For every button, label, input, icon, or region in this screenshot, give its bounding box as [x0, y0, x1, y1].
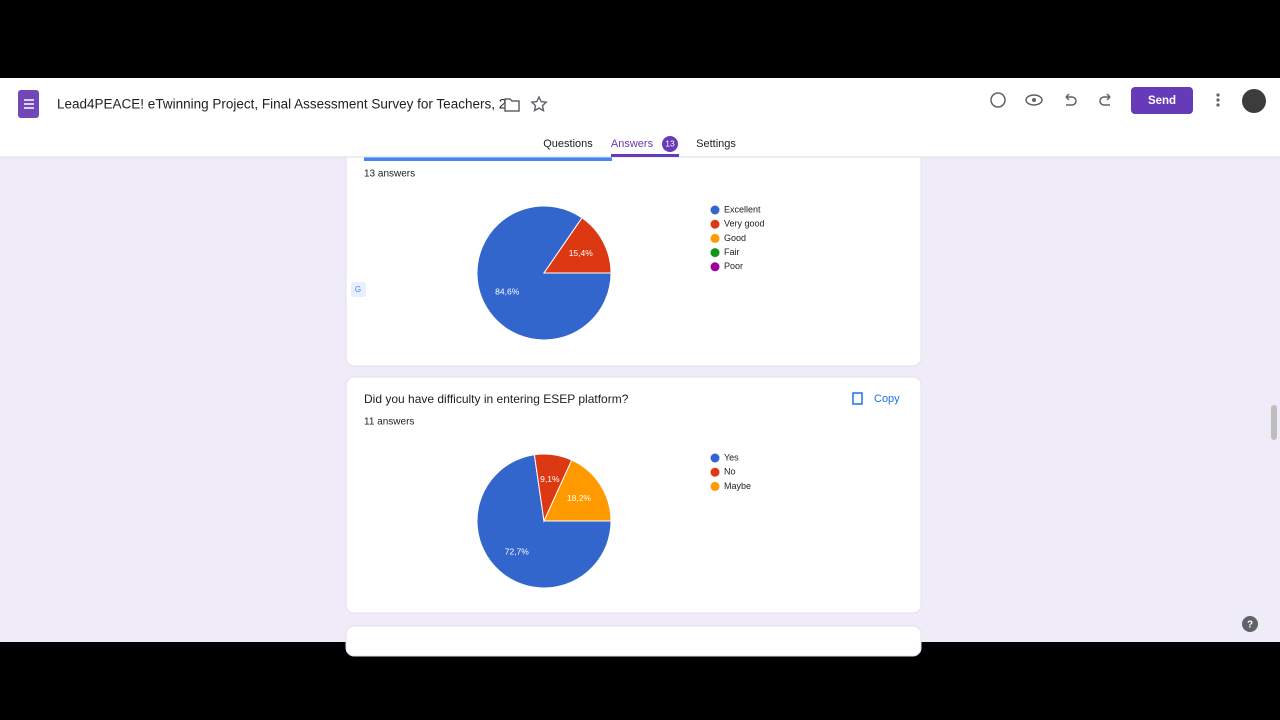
legend-label: Maybe — [724, 481, 751, 491]
highlight — [364, 155, 612, 161]
help-button[interactable] — [1242, 616, 1258, 632]
legend-swatch — [710, 453, 720, 463]
legend-label: No — [724, 467, 736, 477]
tab-indicator — [611, 154, 679, 157]
header: Lead4PEACE! eTwinning Project, Final Ass… — [0, 78, 1280, 158]
menu-dot[interactable] — [1216, 98, 1220, 102]
folder-icon[interactable] — [504, 98, 520, 112]
pie-slice — [543, 217, 612, 274]
slice-label: 15,4% — [569, 248, 594, 258]
answers-badge — [662, 136, 678, 152]
palette-icon[interactable] — [990, 92, 1006, 108]
scrollbar[interactable] — [1271, 405, 1277, 440]
preview-icon[interactable] — [1025, 94, 1043, 106]
slice-label: 18,2% — [567, 493, 592, 503]
legend-swatch — [710, 219, 720, 229]
preview-pupil — [1032, 98, 1036, 102]
tab-settings[interactable]: Settings — [696, 138, 736, 150]
slice-label: 84,6% — [495, 287, 520, 297]
translate-icon — [351, 282, 366, 297]
send-button[interactable] — [1131, 87, 1193, 114]
content: 13 answers G Did you have difficulty in … — [345, 139, 922, 657]
help-mark: ? — [1247, 620, 1253, 631]
legend-swatch — [710, 262, 720, 272]
copy-button[interactable]: Copy — [874, 393, 900, 405]
undo-icon[interactable] — [1065, 93, 1077, 106]
slice-label: 9,1% — [540, 474, 560, 484]
legend-swatch — [710, 233, 720, 243]
legend-label: Good — [724, 233, 746, 243]
send-label: Send — [1148, 95, 1176, 107]
slice-label: 72,7% — [505, 547, 530, 557]
menu-dot[interactable] — [1216, 93, 1220, 97]
pie-slice — [476, 205, 612, 341]
card — [345, 376, 922, 614]
star-icon[interactable] — [530, 95, 548, 112]
header-bg — [0, 78, 1280, 157]
pie-slice — [543, 459, 612, 522]
menu-dot[interactable] — [1216, 103, 1220, 107]
legend-swatch — [710, 481, 720, 491]
legend-label: Poor — [724, 261, 743, 271]
legend-swatch — [710, 205, 720, 215]
tab-questions[interactable]: Questions — [543, 138, 593, 150]
copy-icon[interactable] — [852, 392, 863, 405]
legend-label: Yes — [724, 452, 739, 462]
legend-swatch — [710, 467, 720, 477]
form-title[interactable]: Lead4PEACE! eTwinning Project, Final Ass… — [57, 97, 506, 112]
redo-icon[interactable] — [1099, 93, 1111, 106]
legend-label: Excellent — [724, 204, 761, 214]
legend-label: Fair — [724, 247, 740, 257]
card — [345, 139, 922, 367]
avatar[interactable] — [1242, 89, 1266, 113]
card — [345, 625, 922, 657]
translate-icon-g: G — [355, 285, 361, 294]
question: Did you have difficulty in entering ESEP… — [364, 392, 629, 406]
answers-count: 13 — [665, 138, 675, 148]
legend-swatch — [710, 248, 720, 258]
legend-label: Very good — [724, 219, 765, 229]
tab-answers[interactable]: Answers — [611, 138, 654, 150]
answer-count: 13 answers — [364, 169, 415, 180]
answer-count: 11 answers — [364, 417, 414, 428]
